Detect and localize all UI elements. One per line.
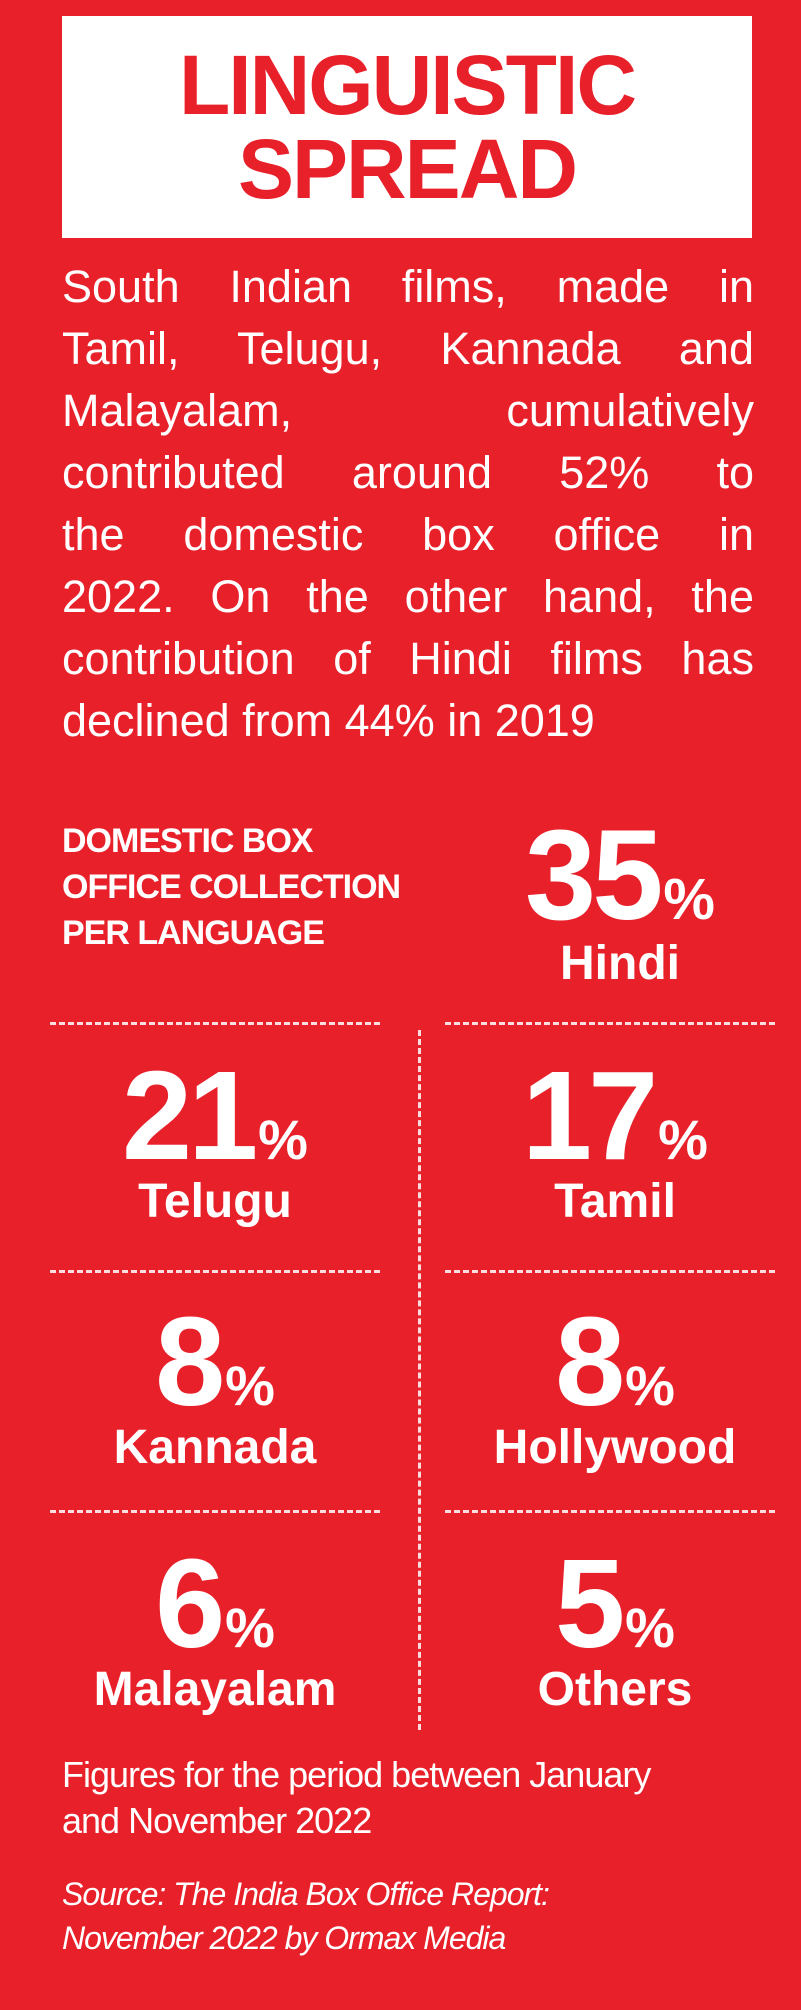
stat-label: Malayalam (93, 1663, 337, 1716)
footnote-line-2: and November 2022 (62, 1800, 372, 1841)
stat-label: Hollywood (493, 1421, 737, 1474)
intro-line: the domestic box office in (62, 509, 754, 560)
stat-others: 5% Others (460, 1533, 770, 1718)
stat-unit: % (625, 1354, 675, 1417)
divider-horizontal (445, 1022, 775, 1025)
stat-value: 5 (555, 1533, 625, 1674)
section-heading: DOMESTIC BOX OFFICE COLLECTION PER LANGU… (62, 818, 502, 956)
intro-line: Tamil, Telugu, Kannada and (62, 323, 754, 374)
stat-value: 8 (555, 1291, 625, 1432)
intro-line: contributed around 52% to (62, 447, 754, 498)
stat-unit: % (225, 1354, 275, 1417)
divider-horizontal (50, 1022, 380, 1025)
stat-label: Telugu (138, 1175, 292, 1228)
source-line-2: November 2022 by Ormax Media (62, 1920, 506, 1956)
stat-unit: % (663, 867, 715, 932)
heading-line-1: DOMESTIC BOX (62, 822, 314, 860)
title-line-1: LINGUISTIC (179, 38, 637, 132)
footnote: Figures for the period between January a… (62, 1752, 762, 1844)
stat-kannada: 8% Kannada (60, 1291, 370, 1476)
stat-label: Others (537, 1663, 693, 1716)
intro-paragraph: South Indian films, made in Tamil, Telug… (62, 256, 754, 752)
intro-line: contribution of Hindi films has (62, 633, 754, 684)
footnote-line-1: Figures for the period between January (62, 1754, 651, 1795)
intro-line: Malayalam, cumulatively (62, 385, 754, 436)
title-box: LINGUISTIC SPREAD (62, 16, 752, 238)
stat-unit: % (658, 1108, 708, 1171)
divider-horizontal (50, 1510, 380, 1513)
stat-label: Kannada (113, 1421, 317, 1474)
stat-telugu: 21% Telugu (60, 1045, 370, 1230)
intro-line: South Indian films, made in (62, 261, 754, 312)
stat-value: 21 (122, 1045, 258, 1186)
title-line-2: SPREAD (237, 122, 578, 216)
source-credit: Source: The India Box Office Report: Nov… (62, 1872, 762, 1960)
heading-line-3: PER LANGUAGE (62, 914, 325, 952)
stat-unit: % (258, 1108, 308, 1171)
stat-label: Hindi (560, 937, 680, 990)
heading-line-2: OFFICE COLLECTION (62, 868, 401, 906)
stat-value: 35 (525, 804, 663, 947)
stat-value: 8 (155, 1291, 225, 1432)
divider-vertical (418, 1030, 421, 1730)
intro-line: 2022. On the other hand, the (62, 571, 754, 622)
stat-tamil: 17% Tamil (460, 1045, 770, 1230)
stat-unit: % (625, 1596, 675, 1659)
divider-horizontal (445, 1270, 775, 1273)
stat-unit: % (225, 1596, 275, 1659)
divider-horizontal (50, 1270, 380, 1273)
stat-malayalam: 6% Malayalam (60, 1533, 370, 1718)
divider-horizontal (445, 1510, 775, 1513)
stat-hollywood: 8% Hollywood (460, 1291, 770, 1476)
stat-label: Tamil (554, 1175, 676, 1228)
stat-value: 6 (155, 1533, 225, 1674)
source-line-1: Source: The India Box Office Report: (62, 1876, 550, 1912)
intro-line: declined from 44% in 2019 (62, 695, 595, 746)
stat-value: 17 (522, 1045, 658, 1186)
stat-hindi: 35% Hindi (490, 804, 750, 992)
